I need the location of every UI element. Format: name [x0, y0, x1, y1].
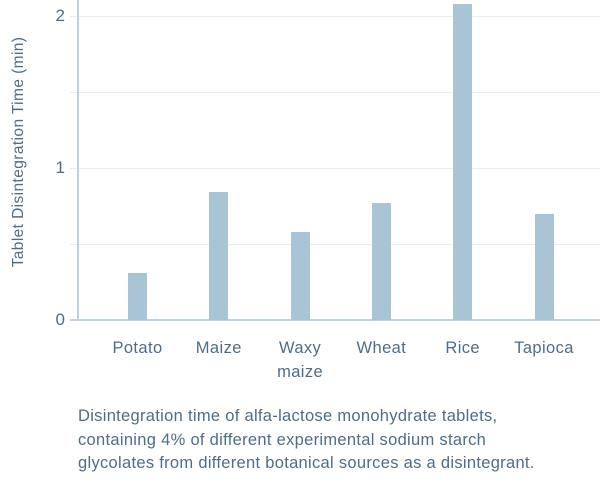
y-tick-label: 2	[55, 6, 65, 25]
zero-tick	[70, 319, 77, 321]
bar-potato	[128, 272, 147, 320]
bar-maize	[209, 192, 229, 320]
x-label-tapioca: Tapioca	[514, 339, 574, 357]
x-label-maize: Maize	[195, 339, 242, 357]
bar-wheat	[371, 202, 391, 320]
x-label-rice: Rice	[445, 339, 480, 357]
gridline	[70, 16, 600, 17]
bar-rice	[453, 3, 473, 320]
y-axis-line	[77, 0, 79, 320]
caption-line: glycolates from different botanical sour…	[78, 454, 535, 472]
y-tick-label: 0	[55, 310, 65, 329]
caption-line: containing 4% of different experimental …	[78, 430, 487, 449]
gridline	[70, 168, 600, 169]
x-label-potato: Potato	[112, 339, 163, 357]
gridline	[70, 244, 600, 245]
bar-tapioca	[534, 213, 554, 320]
x-label-wheat: Wheat	[356, 339, 407, 357]
y-axis-title: Tablet Disintegration Time (min)	[10, 36, 27, 268]
caption-line: Disintegration time of alfa-lactose mono…	[78, 407, 498, 425]
bar-waxy-maize	[290, 231, 310, 320]
gridline	[70, 92, 600, 93]
x-axis-labels: Potato Maize Waxy maize Wheat Rice Tapioca	[77, 336, 600, 388]
x-label-waxy-maize: Waxy maize	[277, 339, 324, 381]
y-tick-label: 1	[55, 158, 65, 177]
figure-caption: Disintegration time of alfa-lactose mono…	[78, 405, 558, 476]
plot-area: 0 1 2	[56, 0, 600, 329]
x-axis-line	[76, 319, 600, 321]
